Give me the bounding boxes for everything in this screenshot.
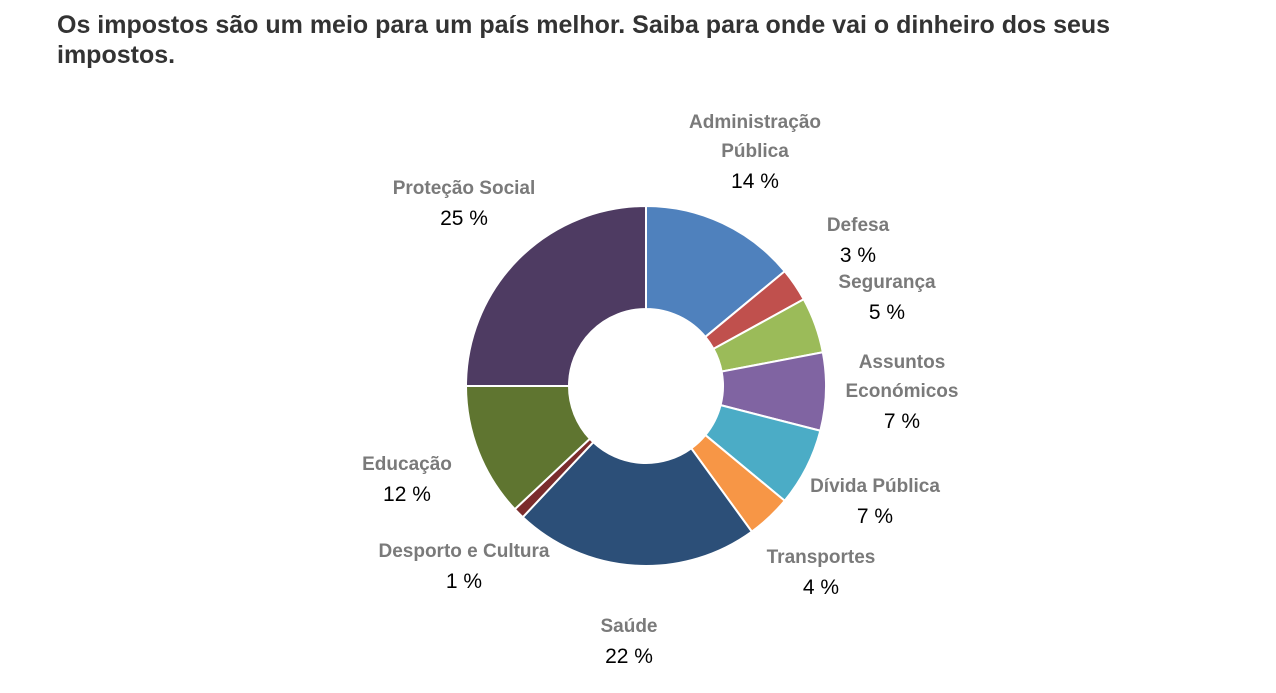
slice-0 — [645, 204, 787, 339]
slice-value-label: 7 % — [856, 505, 894, 528]
chart-title: Os impostos são um meio para um país mel… — [57, 11, 1111, 69]
slice-value-label: 3 % — [839, 244, 877, 267]
slice-category-label: Educação — [362, 454, 452, 475]
slice-value-label: 5 % — [868, 301, 906, 324]
slice-value-label: 25 % — [440, 207, 488, 230]
slice-label: Proteção Social 25 % — [393, 174, 536, 234]
slice-category-label: Proteção Social — [392, 178, 536, 199]
slice-value-label: 4 % — [802, 576, 840, 599]
slice-label: Saúde 22 % — [600, 612, 657, 672]
slice-value-label: 12 % — [383, 483, 431, 506]
slice-label: Dívida Pública 7 % — [810, 472, 940, 532]
slice-category-label: Saúde — [600, 616, 658, 637]
slice-category-label: Pública — [721, 141, 789, 162]
slice-category-label: Económicos — [845, 381, 959, 402]
slice-category-label: Administração — [689, 112, 821, 133]
slice-6 — [521, 440, 754, 567]
slice-9 — [464, 204, 647, 387]
slice-label: Administração Pública 14 % — [689, 108, 821, 197]
slice-value-label: 7 % — [883, 410, 921, 433]
slice-label: Transportes 4 % — [767, 543, 876, 603]
slice-label: Desporto e Cultura 1 % — [378, 537, 549, 597]
slice-category-label: Defesa — [826, 215, 890, 236]
slice-category-label: Assuntos — [858, 352, 946, 373]
slice-value-label: 1 % — [445, 570, 483, 593]
slice-label: Educação 12 % — [362, 450, 452, 510]
slice-category-label: Segurança — [838, 272, 936, 293]
slice-8 — [464, 385, 592, 511]
slice-value-label: 22 % — [605, 645, 653, 668]
slice-value-label: 14 % — [731, 170, 779, 193]
slice-label: Segurança 5 % — [838, 268, 935, 328]
slice-category-label: Desporto e Cultura — [378, 541, 550, 562]
slice-label: Assuntos Económicos 7 % — [846, 348, 959, 437]
slice-label: Defesa 3 % — [827, 211, 889, 271]
slice-category-label: Dívida Pública — [810, 476, 940, 497]
slice-category-label: Transportes — [766, 547, 876, 568]
